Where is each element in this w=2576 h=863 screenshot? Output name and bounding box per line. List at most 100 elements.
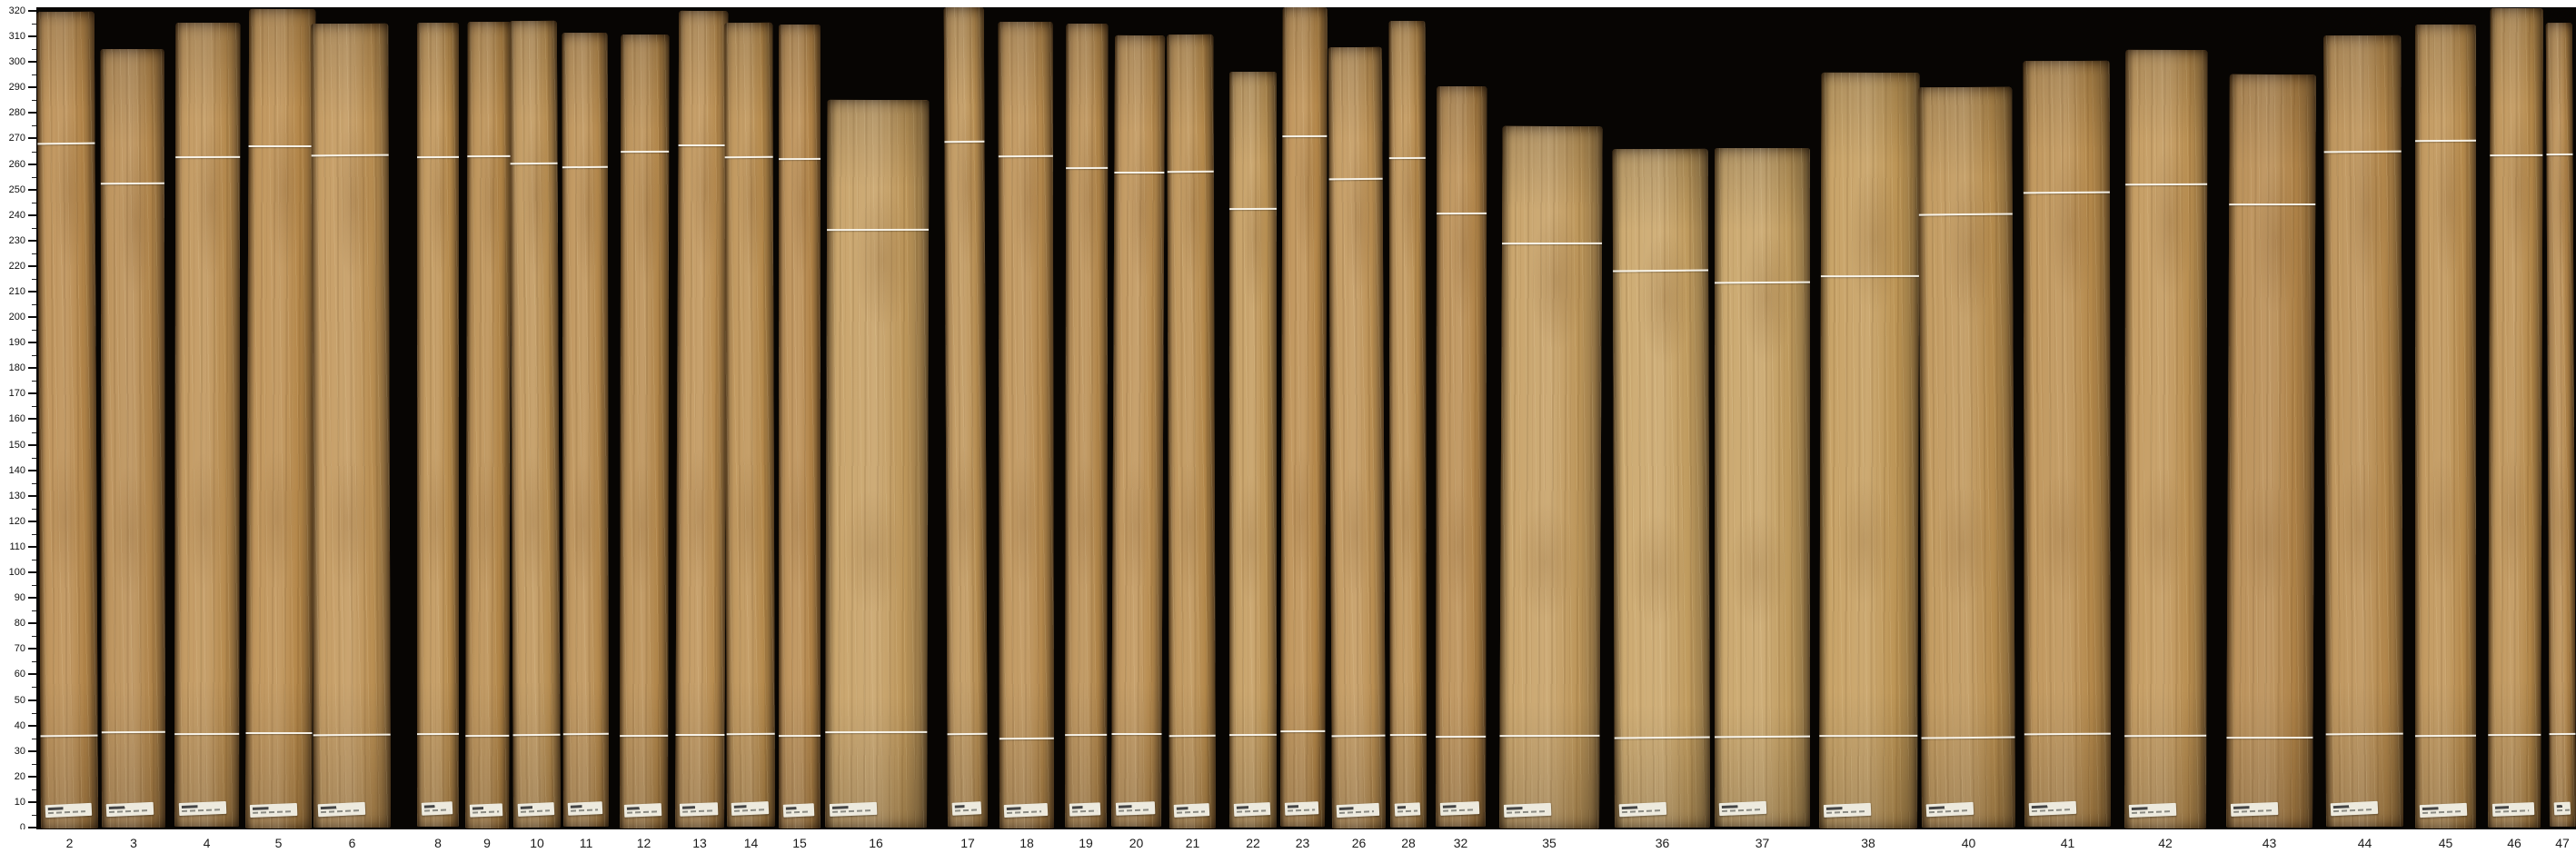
board-id-sticker (2128, 802, 2177, 818)
board-id-sticker (1439, 801, 1480, 816)
board-id-sticker (178, 800, 227, 817)
board-id-sticker (679, 802, 719, 817)
wood-grain-texture (509, 20, 561, 828)
wood-grain-texture (174, 22, 241, 828)
ruler-major-tick (28, 520, 36, 522)
wood-grain-texture (36, 11, 98, 829)
ruler-minor-tick (32, 482, 36, 484)
spacer-stick-line (1820, 274, 1919, 278)
ruler-minor-tick (32, 253, 36, 254)
spacer-stick-line (2546, 153, 2573, 156)
spacer-stick-line (2229, 203, 2316, 206)
ruler-major-tick (28, 800, 36, 803)
board (1388, 20, 1427, 828)
spacer-stick-line (2490, 154, 2543, 157)
board-number-label: 6 (348, 836, 356, 850)
scan-photo-area (36, 7, 2576, 829)
ruler-minor-tick (32, 814, 36, 816)
board-id-sticker (2553, 801, 2571, 816)
board (1167, 34, 1216, 829)
board (1111, 35, 1166, 828)
board-id-sticker (567, 801, 603, 816)
spacer-stick-line (467, 154, 512, 158)
wood-grain-texture (1280, 7, 1328, 828)
board (2226, 74, 2316, 828)
board-id-sticker (517, 802, 555, 817)
spacer-stick-line (175, 155, 241, 159)
ruler-minor-tick (32, 227, 36, 229)
spacer-stick-line (562, 732, 609, 736)
ruler-tick-label: 40 (14, 719, 25, 731)
wood-grain-texture (1715, 148, 1810, 827)
spacer-stick-line (174, 732, 240, 736)
ruler-major-tick (28, 188, 36, 191)
board-number-label: 35 (1542, 836, 1557, 850)
ruler-tick-label: 210 (8, 286, 25, 298)
board-id-sticker (951, 801, 982, 816)
wood-grain-texture (100, 48, 165, 828)
wood-grain-texture (1499, 125, 1603, 829)
ruler-tick-label: 150 (8, 439, 25, 451)
wood-grain-texture (2124, 49, 2208, 829)
ruler-major-tick (28, 9, 36, 12)
ruler-minor-tick (32, 125, 36, 127)
ruler-tick-label: 90 (14, 592, 25, 604)
board-id-sticker (2330, 800, 2379, 817)
ruler-tick-label: 300 (8, 56, 25, 68)
ruler-major-tick (28, 775, 36, 778)
board-id-sticker (1233, 802, 1271, 817)
board-id-sticker (1618, 801, 1667, 818)
ruler-major-tick (28, 545, 36, 548)
board-number-label: 11 (579, 836, 593, 850)
wood-grain-texture (724, 22, 775, 828)
ruler-major-tick (28, 213, 36, 216)
wood-grain-texture (562, 32, 609, 828)
spacer-stick-line (621, 150, 670, 154)
board (1280, 7, 1328, 828)
ruler-minor-tick (32, 176, 36, 178)
board (174, 22, 241, 828)
spacer-stick-line (620, 734, 669, 738)
ruler-tick-label: 240 (8, 209, 25, 221)
ruler-major-tick (28, 112, 36, 114)
spacer-stick-line (1388, 156, 1426, 160)
wood-grain-texture (417, 23, 459, 827)
spacer-stick-line (1282, 134, 1328, 138)
ruler-minor-tick (32, 457, 36, 459)
board-id-sticker (623, 803, 662, 818)
board (2124, 49, 2208, 829)
board-id-sticker (1003, 802, 1049, 818)
ruler-tick-label: 130 (8, 490, 25, 501)
board (2488, 7, 2543, 828)
spacer-stick-line (2124, 734, 2207, 738)
ruler-tick-label: 290 (8, 82, 25, 94)
board-number-row: 2 3 4 5 6 8 9 10 11 12 13 14 15 16 17 18 19 20 21 22 23 26 28 3… (0, 829, 2576, 863)
wood-grain-texture (1111, 35, 1166, 828)
board-number-label: 15 (792, 836, 807, 850)
spacer-stick-line (1389, 733, 1427, 737)
board (509, 20, 561, 828)
board-number-label: 38 (1861, 836, 1875, 850)
ruler-tick-label: 60 (14, 669, 25, 680)
ruler-minor-tick (32, 151, 36, 153)
wood-grain-texture (1388, 20, 1427, 828)
board (724, 22, 775, 828)
wood-grain-texture (465, 21, 512, 829)
board-id-sticker (105, 801, 154, 818)
board (1612, 148, 1710, 828)
wood-grain-texture (2323, 35, 2403, 828)
board-number-label: 37 (1755, 836, 1770, 850)
board (1328, 46, 1386, 829)
spacer-stick-line (1437, 212, 1487, 215)
ruler-major-tick (28, 163, 36, 165)
wood-grain-texture (943, 7, 988, 828)
board-id-sticker (2230, 801, 2279, 817)
board-number-label: 44 (2357, 836, 2372, 850)
ruler-major-tick (28, 597, 36, 600)
board (675, 10, 729, 828)
spacer-stick-line (465, 734, 510, 738)
board (1228, 72, 1278, 828)
board-number-label: 20 (1129, 836, 1144, 850)
board (1819, 72, 1920, 829)
